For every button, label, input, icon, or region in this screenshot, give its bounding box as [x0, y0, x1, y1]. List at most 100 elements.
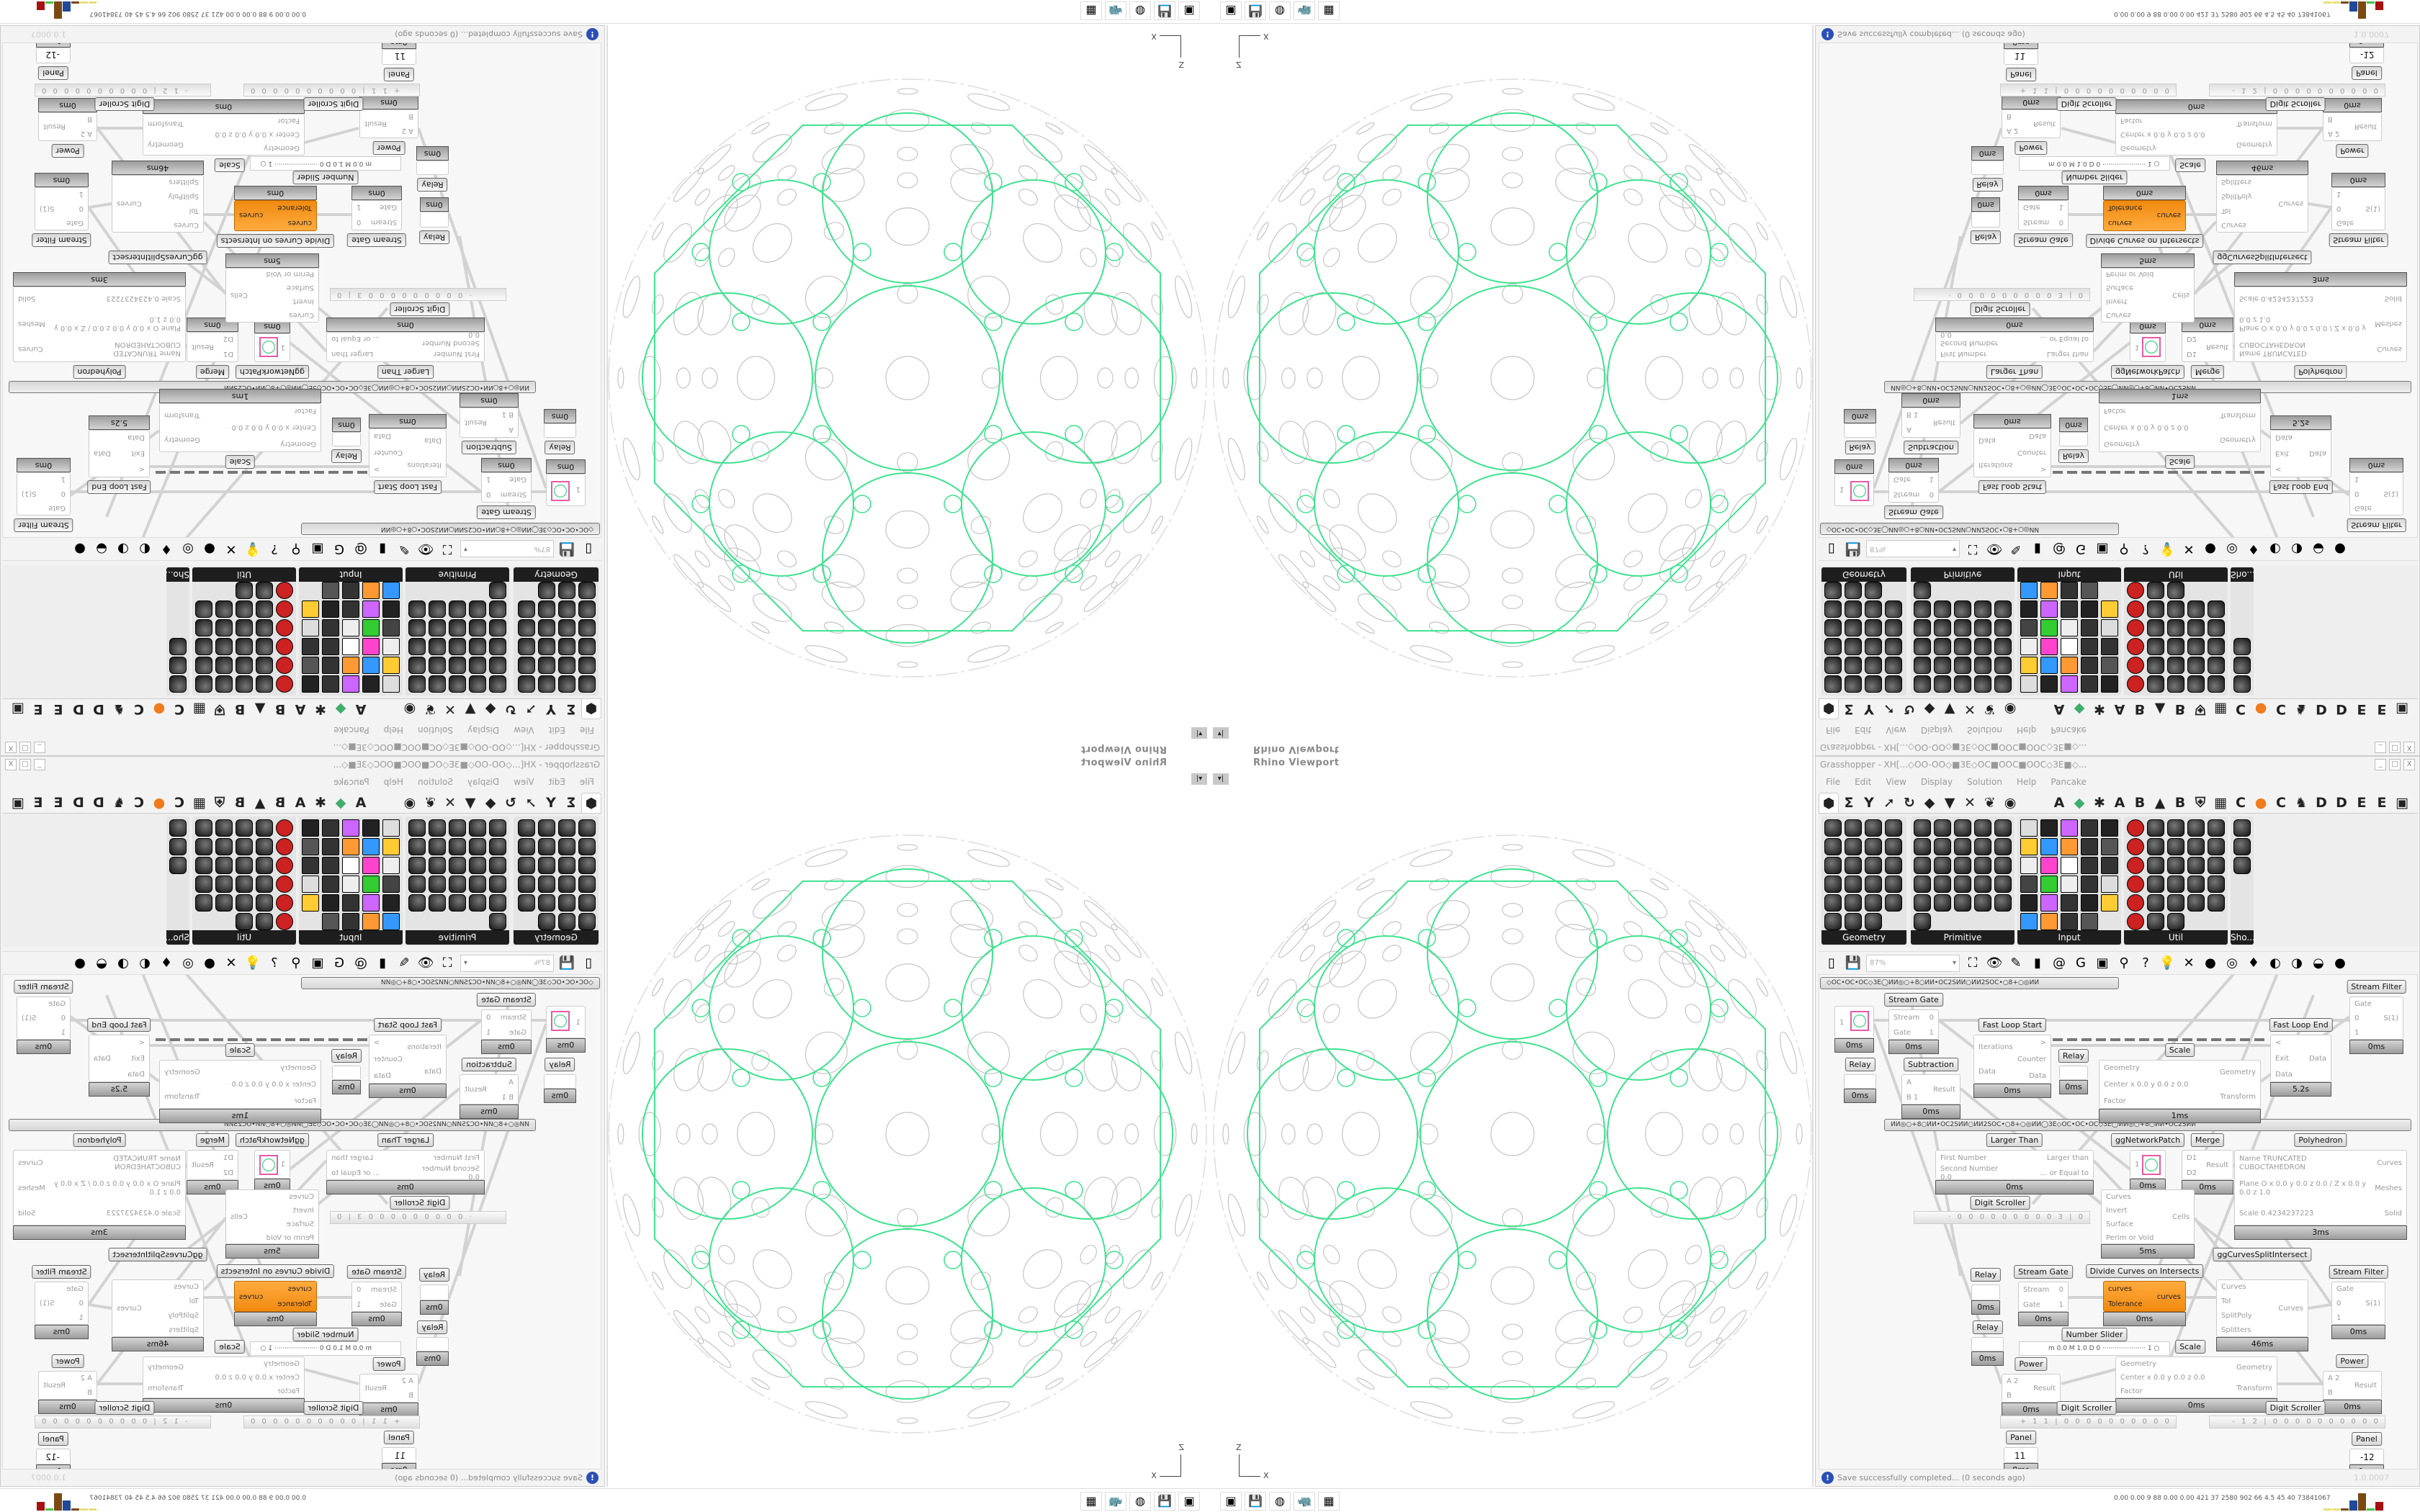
input-param[interactable]: 0 — [2354, 1014, 2360, 1022]
component-label[interactable]: Fast Loop End — [2269, 480, 2333, 494]
component-fastloopend[interactable]: < Exit Data Data — [89, 1035, 150, 1082]
input-param[interactable]: Gate — [2023, 203, 2040, 212]
component-icon[interactable] — [256, 582, 273, 599]
menu-edit[interactable]: Edit — [548, 725, 565, 735]
component-icon[interactable] — [1954, 619, 1971, 636]
input-param[interactable]: Iterations — [407, 1043, 442, 1051]
component-icon[interactable] — [195, 857, 212, 874]
input-param[interactable]: Gate — [2354, 504, 2372, 512]
component-icon[interactable] — [362, 675, 380, 693]
rhino-viewport[interactable]: Rhino Viewport ▾| Z X — [1210, 25, 1814, 756]
component-label[interactable]: Merge — [2190, 1133, 2225, 1147]
input-param[interactable]: Surface — [2106, 284, 2134, 292]
component-icon[interactable] — [2127, 582, 2144, 599]
digit-scroller-label[interactable]: Digit Scroller — [94, 1401, 155, 1415]
tab-letter[interactable]: A — [2114, 795, 2125, 811]
floppy-icon[interactable]: 💾 — [1154, 1492, 1175, 1511]
component-label[interactable]: ggCurvesSplitIntersect — [108, 1248, 207, 1261]
maximize-button[interactable]: □ — [19, 742, 31, 753]
component-relay3[interactable] — [1971, 1284, 2000, 1300]
toolbar-icon[interactable]: 💡 — [2159, 541, 2176, 557]
output-param[interactable]: Result — [2206, 343, 2228, 351]
output-param[interactable]: Curves — [2377, 1158, 2402, 1167]
component-icon[interactable] — [362, 638, 380, 655]
group-bar[interactable]: ◇OC•OC•OC◇3E◯ИИ◎○+8○ИИ•OC2SИИ○ИИ2SOC•○8+… — [1820, 977, 2119, 989]
component-relay3[interactable] — [420, 212, 449, 228]
component-icon[interactable] — [1845, 876, 1862, 893]
component-label[interactable]: Stream Filter — [2347, 518, 2406, 532]
panel-label[interactable]: Util — [192, 567, 296, 582]
output-param[interactable]: S(1) — [2365, 1300, 2380, 1308]
component-icon[interactable] — [2020, 638, 2038, 655]
component-icon[interactable] — [578, 638, 596, 655]
component-icon[interactable] — [2127, 857, 2144, 874]
component-icon[interactable] — [302, 894, 319, 912]
menu-edit[interactable]: Edit — [1855, 725, 1872, 735]
component-icon[interactable] — [2061, 819, 2078, 837]
output-param[interactable]: Cells — [230, 1213, 248, 1221]
menu-help[interactable]: Help — [383, 725, 404, 735]
component-icon[interactable] — [538, 619, 555, 636]
component-scale1[interactable]: Geometry Center x 0.0 y 0.0 z 0.0 Factor Ge… — [2099, 403, 2261, 452]
component-fastloopend[interactable]: < Exit Data Data — [2270, 1035, 2331, 1082]
input-param[interactable]: Curves — [2106, 1192, 2131, 1201]
component-icon[interactable] — [578, 857, 596, 874]
component-icon[interactable] — [236, 619, 253, 636]
component-icon[interactable] — [276, 600, 293, 618]
digit-scroller-label[interactable]: Digit Scroller — [2265, 1401, 2326, 1415]
output-param[interactable]: Transform — [2236, 120, 2272, 128]
component-icon[interactable] — [362, 819, 380, 837]
tab-icon[interactable]: ✕ — [1964, 795, 1976, 811]
tab-letter[interactable]: B — [2134, 701, 2146, 717]
input-param[interactable]: Plane O x 0.0 y 0.0 z 0.0 / Z x 0.0 y 0.… — [53, 315, 181, 333]
menu-edit[interactable]: Edit — [548, 777, 565, 787]
component-cells[interactable]: Curves Invert Surface Perim or Void Cells — [2101, 1189, 2195, 1244]
tab-icon[interactable]: Σ — [566, 795, 576, 811]
toolbar-icon[interactable]: ✎ — [398, 955, 410, 971]
rhino-icon[interactable]: 🦏 — [1105, 1, 1126, 20]
input-param[interactable]: 0 — [60, 1014, 66, 1022]
component-icon[interactable] — [2187, 638, 2205, 655]
component-icon[interactable] — [2040, 600, 2058, 618]
input-param[interactable]: Factor — [294, 1097, 316, 1105]
component-relay3[interactable] — [1971, 212, 2000, 228]
component-icon[interactable] — [1885, 619, 1902, 636]
output-param[interactable]: > — [374, 464, 380, 473]
calculator-icon[interactable]: ▦ — [1080, 1492, 1102, 1511]
component-icon[interactable] — [558, 894, 575, 912]
input-param[interactable]: Gate — [380, 203, 397, 212]
digit-scroller-label[interactable]: Digit Scroller — [2056, 97, 2117, 111]
input-param[interactable]: D1 — [2187, 1153, 2197, 1162]
component-label[interactable]: Subtraction — [1904, 441, 1958, 454]
input-param[interactable]: -12 — [45, 50, 60, 60]
component-icon[interactable] — [1865, 657, 1882, 674]
component-streamfilter1[interactable]: Gate 0 1 S(1) — [17, 996, 71, 1040]
component-icon[interactable] — [256, 619, 273, 636]
component-icon[interactable] — [1914, 638, 1931, 655]
output-param[interactable]: 0 — [1929, 1013, 1934, 1022]
component-label[interactable]: Larger Than — [1986, 365, 2043, 379]
component-icon[interactable] — [2081, 638, 2098, 655]
component-icon[interactable] — [2208, 894, 2225, 912]
component-icon[interactable] — [1845, 819, 1862, 837]
component-icon[interactable] — [342, 657, 359, 674]
component-icon[interactable] — [1934, 675, 1951, 693]
component-icon[interactable] — [538, 894, 555, 912]
component-icon[interactable] — [302, 838, 319, 855]
component-label[interactable]: Divide Curves on Intersects — [216, 1264, 335, 1278]
toolbar-icon[interactable]: ◒ — [96, 955, 107, 971]
toolbar-icon[interactable]: ✕ — [225, 541, 237, 557]
component-icon[interactable] — [1824, 913, 1842, 930]
component-icon[interactable] — [1934, 819, 1951, 837]
component-streamgate2[interactable]: Stream Gate 0 1 — [351, 200, 402, 230]
input-param[interactable]: Name TRUNCATED CUBOCTAHEDRON — [113, 341, 181, 358]
firefox-icon[interactable]: ◍ — [1269, 1492, 1291, 1511]
input-param[interactable]: Invert — [292, 1206, 314, 1215]
component-icon[interactable] — [429, 876, 446, 893]
component-icon[interactable] — [558, 876, 575, 893]
digit-scroller-label[interactable]: Digit Scroller — [1970, 1196, 2030, 1210]
menu-solution[interactable]: Solution — [1967, 725, 2002, 735]
component-icon[interactable] — [1865, 819, 1882, 837]
component-icon[interactable] — [469, 657, 486, 674]
